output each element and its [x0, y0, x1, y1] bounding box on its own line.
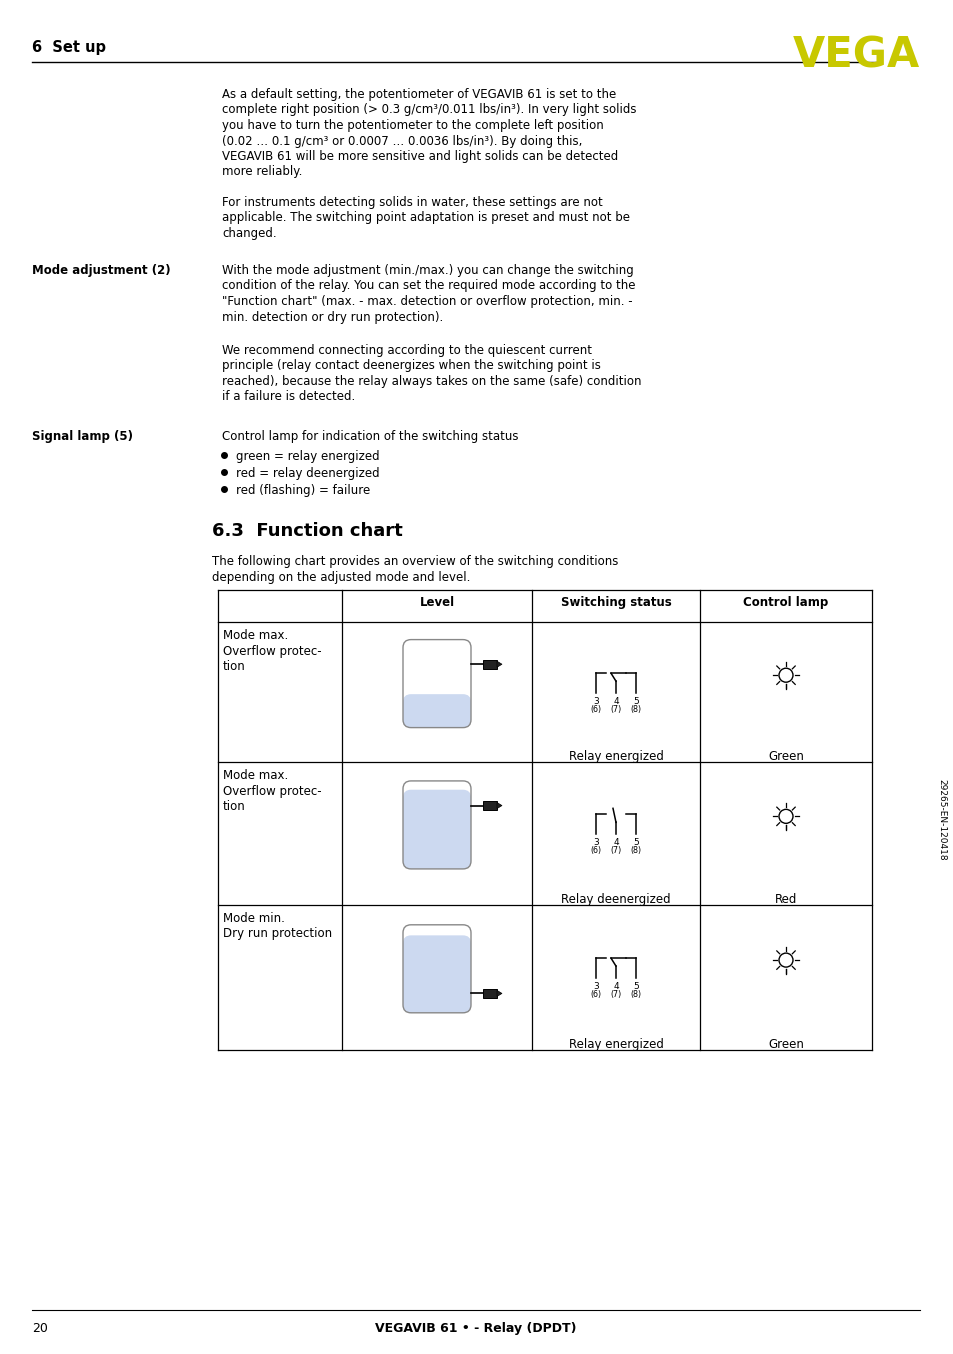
- Text: (7): (7): [610, 990, 621, 999]
- Text: The following chart provides an overview of the switching conditions: The following chart provides an overview…: [212, 555, 618, 567]
- Text: Overflow protec-: Overflow protec-: [223, 645, 321, 658]
- Text: 5: 5: [633, 982, 639, 991]
- Text: 20: 20: [32, 1322, 48, 1335]
- Text: 4: 4: [613, 697, 618, 707]
- Text: VEGAVIB 61 will be more sensitive and light solids can be detected: VEGAVIB 61 will be more sensitive and li…: [222, 150, 618, 162]
- Text: changed.: changed.: [222, 227, 276, 240]
- FancyBboxPatch shape: [402, 789, 471, 869]
- Text: Green: Green: [767, 1039, 803, 1051]
- Text: Relay energized: Relay energized: [568, 1039, 662, 1051]
- Text: 5: 5: [633, 697, 639, 707]
- FancyBboxPatch shape: [402, 695, 471, 727]
- Polygon shape: [497, 803, 501, 808]
- Text: (8): (8): [630, 990, 640, 999]
- Text: (6): (6): [590, 990, 601, 999]
- Text: complete right position (> 0.3 g/cm³/0.011 lbs/in³). In very light solids: complete right position (> 0.3 g/cm³/0.0…: [222, 103, 636, 116]
- Text: (8): (8): [630, 846, 640, 856]
- Text: 4: 4: [613, 982, 618, 991]
- Text: Level: Level: [419, 596, 454, 609]
- Text: 6  Set up: 6 Set up: [32, 41, 106, 56]
- Text: Switching status: Switching status: [560, 596, 671, 609]
- Text: more reliably.: more reliably.: [222, 165, 302, 179]
- Text: Signal lamp (5): Signal lamp (5): [32, 431, 132, 443]
- Text: Mode max.: Mode max.: [223, 630, 288, 642]
- Text: 3: 3: [593, 982, 598, 991]
- Text: Mode min.: Mode min.: [223, 913, 285, 925]
- Text: 29265-EN-120418: 29265-EN-120418: [937, 779, 945, 861]
- Text: (6): (6): [590, 846, 601, 856]
- Text: 6.3  Function chart: 6.3 Function chart: [212, 523, 402, 540]
- Text: (8): (8): [630, 705, 640, 714]
- Text: principle (relay contact deenergizes when the switching point is: principle (relay contact deenergizes whe…: [222, 360, 600, 372]
- Text: VEGAVIB 61 • - Relay (DPDT): VEGAVIB 61 • - Relay (DPDT): [375, 1322, 577, 1335]
- Text: 3: 3: [593, 838, 598, 848]
- Text: Control lamp for indication of the switching status: Control lamp for indication of the switc…: [222, 431, 518, 443]
- Text: green = relay energized: green = relay energized: [235, 450, 379, 463]
- Text: Relay energized: Relay energized: [568, 750, 662, 764]
- Text: min. detection or dry run protection).: min. detection or dry run protection).: [222, 310, 443, 324]
- Bar: [482, 988, 497, 998]
- Text: tion: tion: [223, 659, 246, 673]
- Text: tion: tion: [223, 800, 246, 812]
- Text: For instruments detecting solids in water, these settings are not: For instruments detecting solids in wate…: [222, 196, 602, 209]
- Text: "Function chart" (max. - max. detection or overflow protection, min. -: "Function chart" (max. - max. detection …: [222, 295, 632, 307]
- Polygon shape: [497, 990, 501, 997]
- Polygon shape: [497, 661, 501, 668]
- Text: Relay deenergized: Relay deenergized: [560, 894, 670, 906]
- FancyBboxPatch shape: [402, 936, 471, 1013]
- Text: Overflow protec-: Overflow protec-: [223, 784, 321, 798]
- Text: We recommend connecting according to the quiescent current: We recommend connecting according to the…: [222, 344, 592, 357]
- Text: (7): (7): [610, 705, 621, 714]
- Bar: [482, 659, 497, 669]
- Text: 5: 5: [633, 838, 639, 848]
- Text: Mode adjustment (2): Mode adjustment (2): [32, 264, 171, 278]
- Text: Mode max.: Mode max.: [223, 769, 288, 783]
- Text: 4: 4: [613, 838, 618, 848]
- Text: (7): (7): [610, 846, 621, 856]
- Text: VEGA: VEGA: [792, 35, 919, 77]
- Text: With the mode adjustment (min./max.) you can change the switching: With the mode adjustment (min./max.) you…: [222, 264, 633, 278]
- Text: reached), because the relay always takes on the same (safe) condition: reached), because the relay always takes…: [222, 375, 640, 389]
- Text: condition of the relay. You can set the required mode according to the: condition of the relay. You can set the …: [222, 279, 635, 292]
- Text: Control lamp: Control lamp: [742, 596, 828, 609]
- Text: red = relay deenergized: red = relay deenergized: [235, 467, 379, 481]
- Text: you have to turn the potentiometer to the complete left position: you have to turn the potentiometer to th…: [222, 119, 603, 131]
- Text: Dry run protection: Dry run protection: [223, 927, 332, 941]
- Text: (0.02 … 0.1 g/cm³ or 0.0007 … 0.0036 lbs/in³). By doing this,: (0.02 … 0.1 g/cm³ or 0.0007 … 0.0036 lbs…: [222, 134, 581, 148]
- Text: applicable. The switching point adaptation is preset and must not be: applicable. The switching point adaptati…: [222, 211, 629, 225]
- Text: Red: Red: [774, 894, 797, 906]
- Text: red (flashing) = failure: red (flashing) = failure: [235, 483, 370, 497]
- Text: As a default setting, the potentiometer of VEGAVIB 61 is set to the: As a default setting, the potentiometer …: [222, 88, 616, 102]
- Text: if a failure is detected.: if a failure is detected.: [222, 390, 355, 403]
- Text: depending on the adjusted mode and level.: depending on the adjusted mode and level…: [212, 570, 470, 584]
- Text: 3: 3: [593, 697, 598, 707]
- Bar: [482, 802, 497, 810]
- Text: (6): (6): [590, 705, 601, 714]
- Text: Green: Green: [767, 750, 803, 764]
